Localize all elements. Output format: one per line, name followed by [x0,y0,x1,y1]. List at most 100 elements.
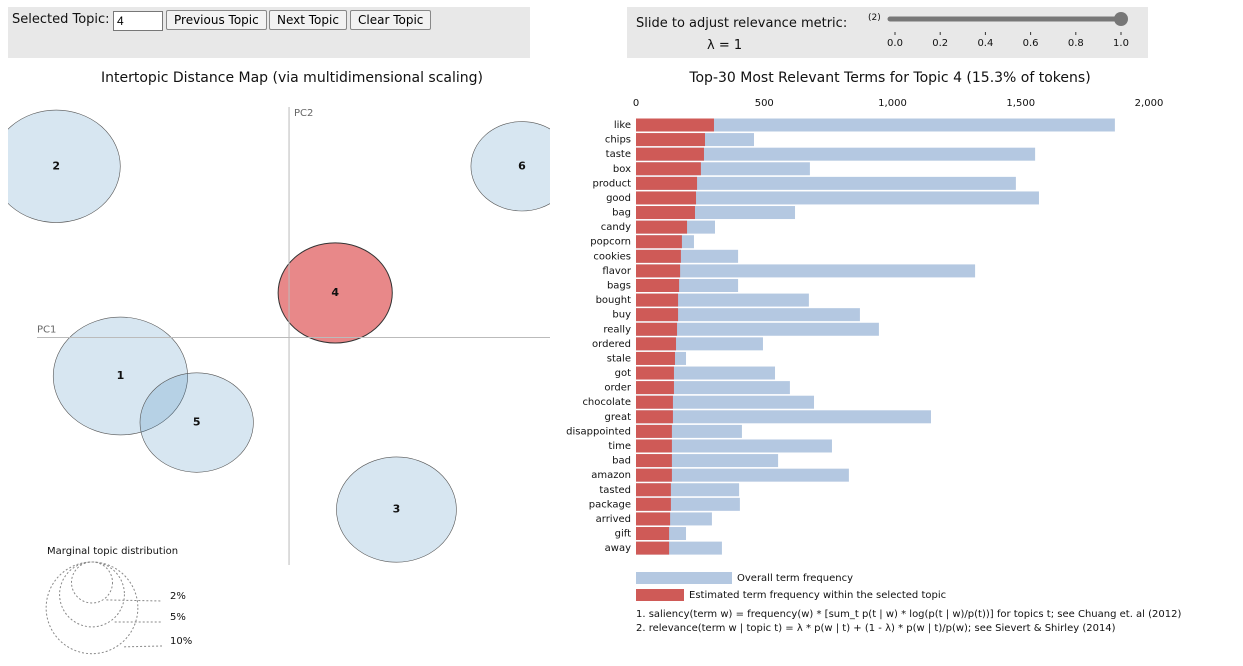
next-topic-button[interactable]: Next Topic [269,10,347,30]
term-bar [636,410,673,424]
legend-swatch [636,589,684,601]
topic-bubble[interactable] [336,456,457,563]
term-bar [636,366,776,380]
topic-input[interactable] [113,11,163,31]
term-bar [636,235,694,249]
term-label: order [604,383,632,394]
term-label: good [606,193,631,204]
term-bar [636,497,740,511]
chart-title: Top-30 Most Relevant Terms for Topic 4 (… [688,70,1090,86]
term-bar [636,118,714,132]
term-bar [636,424,742,438]
term-bar [636,206,695,220]
term-bar [636,147,704,161]
term-bar [636,278,680,292]
term-bar [636,249,681,263]
term-bar [636,483,740,497]
term-bar [636,220,688,234]
previous-topic-button[interactable]: Previous Topic [166,10,267,30]
lambda-label: λ = 1 [707,38,743,53]
topic-label: 5 [193,416,201,429]
term-label: bag [612,208,631,219]
size-legend-label: 5% [170,612,186,623]
size-legend-leader [124,645,163,648]
topic-bubble[interactable] [139,372,254,473]
topic-label: 4 [331,286,339,299]
term-bar [636,381,674,395]
term-label: candy [601,222,631,233]
term-bar [636,308,860,322]
term-bar [636,424,672,438]
term-bar [636,439,832,453]
term-label: stale [607,353,631,364]
term-bar [636,133,754,147]
term-bar [636,483,671,497]
size-legend-label: 2% [170,591,186,602]
term-label: chips [605,135,631,146]
topic-bubble[interactable] [470,121,573,212]
term-bar [636,337,677,351]
legend-swatch [636,572,732,584]
term-bar [636,133,705,147]
term-label: flavor [602,266,631,277]
term-bar [636,337,763,351]
term-bar [636,191,1039,205]
term-bar [636,308,679,322]
x-tick-label: 2,000 [1135,98,1164,109]
term-bar [636,512,712,526]
term-label: amazon [591,470,631,481]
term-label: ordered [592,339,631,350]
term-label: gift [615,529,631,540]
term-bar [636,278,739,292]
term-bar [636,541,722,555]
term-bar [636,541,670,555]
term-bar [636,264,681,278]
clear-topic-button[interactable]: Clear Topic [350,10,432,30]
term-bar [636,395,673,409]
term-label: cookies [593,251,631,262]
term-label: time [608,441,631,452]
term-bar [636,176,698,190]
term-bar [636,322,879,336]
term-label: package [589,499,631,510]
pc2-label: PC2 [294,108,313,119]
relevance-controls: Slide to adjust relevance metric: (2) λ … [627,7,1148,58]
slider-note: (2) [868,13,881,23]
term-bar [636,162,810,176]
size-legend-circle [70,561,114,604]
term-label: taste [606,149,631,160]
legend-label: Estimated term frequency within the sele… [689,590,946,601]
topic-bubble[interactable] [52,316,188,436]
slider-label: Slide to adjust relevance metric: [636,16,848,31]
term-label: like [614,120,631,131]
term-bar [636,191,697,205]
size-legend-circle [59,561,125,628]
topic-bubble[interactable] [0,109,121,223]
term-label: bought [596,295,631,306]
term-bar [636,264,976,278]
term-label: bags [607,280,631,291]
term-label: box [613,164,631,175]
x-tick-label: 1,000 [878,98,907,109]
chart-title: Intertopic Distance Map (via multidimens… [101,70,483,86]
term-bar [636,162,701,176]
term-label: disappointed [566,426,631,437]
term-bar [636,176,1016,190]
footnote: 1. saliency(term w) = frequency(w) * [su… [636,609,1181,620]
term-bar [636,527,670,541]
topic-label: 1 [117,369,125,382]
term-bar [636,512,671,526]
topic-bubble[interactable] [277,242,393,344]
term-bar [636,454,672,468]
term-bar [636,147,1036,161]
x-tick-label: 500 [755,98,774,109]
size-legend-label: 10% [170,636,192,647]
selected-topic-label: Selected Topic: [12,12,110,27]
legend-label: Overall term frequency [737,573,853,584]
term-bar [636,235,682,249]
term-bar [636,468,672,482]
term-bar [636,351,675,365]
map: 1 2 3 4 5 6 [0,109,573,563]
